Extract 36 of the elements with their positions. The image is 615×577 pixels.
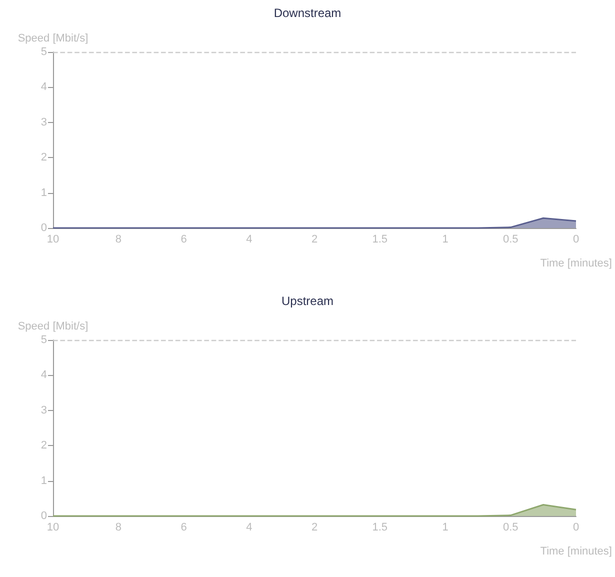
x-tick-label: 0.5 — [502, 234, 518, 246]
x-tick-label: 6 — [180, 522, 187, 534]
y-tick-label: 3 — [40, 116, 47, 128]
y-tick-label: 1 — [40, 186, 47, 199]
y-tick-label: 4 — [40, 369, 47, 382]
chart-title: Downstream — [274, 6, 342, 20]
y-axis-title: Speed [Mbit/s] — [18, 320, 88, 332]
y-tick-label: 5 — [40, 334, 47, 346]
y-tick-label: 1 — [40, 474, 47, 487]
x-tick-label: 2 — [311, 522, 318, 534]
y-tick-label: 2 — [40, 152, 47, 164]
x-tick-label: 10 — [46, 234, 60, 246]
x-tick-label: 1 — [442, 234, 448, 246]
y-tick-label: 0 — [40, 510, 47, 522]
x-tick-label: 2 — [311, 234, 318, 246]
y-axis-title: Speed [Mbit/s] — [18, 32, 88, 44]
x-tick-label: 1.5 — [372, 522, 388, 534]
x-tick-label: 0 — [572, 234, 580, 246]
y-tick-label: 2 — [40, 440, 47, 452]
y-tick-label: 3 — [40, 404, 47, 416]
x-tick-label: 8 — [115, 234, 122, 246]
x-tick-label: 0.5 — [502, 522, 518, 534]
x-tick-label: 1 — [442, 522, 448, 534]
y-tick-label: 4 — [40, 81, 47, 94]
x-tick-label: 6 — [180, 234, 187, 246]
x-axis-title: Time [minutes] — [540, 546, 612, 558]
x-tick-label: 0 — [572, 522, 580, 534]
x-tick-label: 1.5 — [372, 234, 388, 246]
x-axis-title: Time [minutes] — [540, 258, 612, 270]
x-tick-label: 10 — [46, 522, 60, 534]
x-tick-label: 8 — [115, 522, 122, 534]
y-tick-label: 5 — [40, 46, 47, 58]
x-tick-label: 4 — [246, 522, 252, 534]
chart-title: Upstream — [281, 294, 334, 308]
y-tick-label: 0 — [40, 222, 47, 234]
x-tick-label: 4 — [246, 234, 252, 246]
